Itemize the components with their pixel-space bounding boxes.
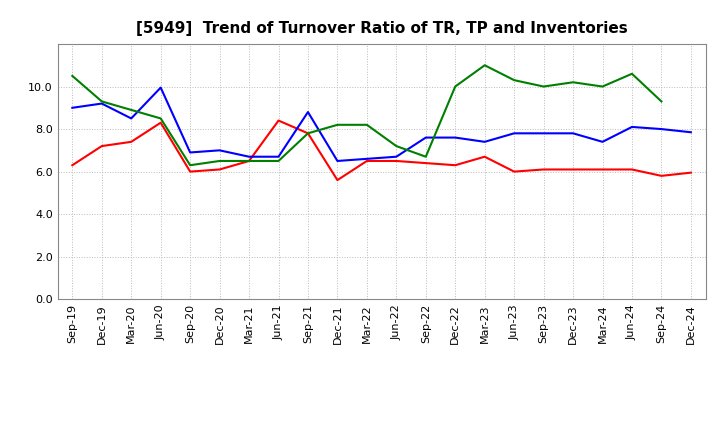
Trade Payables [510,131,518,136]
Inventories [97,99,106,104]
Trade Receivables [657,173,666,179]
Line: Trade Payables: Trade Payables [72,88,691,161]
Trade Receivables [97,143,106,149]
Trade Payables [687,130,696,135]
Trade Receivables [68,162,76,168]
Trade Receivables [687,170,696,175]
Trade Payables [569,131,577,136]
Inventories [245,158,253,164]
Title: [5949]  Trend of Turnover Ratio of TR, TP and Inventories: [5949] Trend of Turnover Ratio of TR, TP… [136,21,627,36]
Inventories [598,84,607,89]
Inventories [510,77,518,83]
Trade Receivables [333,177,342,183]
Inventories [68,73,76,78]
Trade Payables [628,124,636,129]
Trade Payables [421,135,430,140]
Trade Payables [304,110,312,115]
Line: Trade Receivables: Trade Receivables [72,121,691,180]
Trade Payables [451,135,459,140]
Trade Payables [68,105,76,110]
Inventories [127,107,135,113]
Inventories [657,99,666,104]
Inventories [304,131,312,136]
Inventories [392,143,400,149]
Inventories [569,80,577,85]
Trade Payables [333,158,342,164]
Trade Receivables [569,167,577,172]
Trade Payables [186,150,194,155]
Inventories [156,116,165,121]
Trade Payables [657,126,666,132]
Trade Receivables [451,162,459,168]
Trade Payables [156,85,165,90]
Trade Receivables [392,158,400,164]
Trade Receivables [127,139,135,144]
Trade Receivables [363,158,372,164]
Line: Inventories: Inventories [72,65,662,165]
Inventories [186,162,194,168]
Inventories [628,71,636,77]
Trade Payables [215,148,224,153]
Trade Receivables [421,161,430,166]
Inventories [480,62,489,68]
Trade Receivables [539,167,548,172]
Trade Receivables [480,154,489,159]
Trade Receivables [304,131,312,136]
Trade Receivables [510,169,518,174]
Trade Payables [539,131,548,136]
Inventories [215,158,224,164]
Trade Payables [363,156,372,161]
Inventories [333,122,342,128]
Inventories [539,84,548,89]
Inventories [363,122,372,128]
Inventories [451,84,459,89]
Trade Payables [245,154,253,159]
Trade Receivables [628,167,636,172]
Trade Payables [274,154,283,159]
Trade Receivables [215,167,224,172]
Legend: Trade Receivables, Trade Payables, Inventories: Trade Receivables, Trade Payables, Inven… [157,438,606,440]
Trade Receivables [186,169,194,174]
Trade Payables [598,139,607,144]
Trade Payables [127,116,135,121]
Trade Payables [392,154,400,159]
Trade Receivables [156,120,165,125]
Trade Receivables [274,118,283,123]
Trade Payables [480,139,489,144]
Trade Payables [97,101,106,106]
Inventories [421,154,430,159]
Trade Receivables [245,158,253,164]
Inventories [274,158,283,164]
Trade Receivables [598,167,607,172]
